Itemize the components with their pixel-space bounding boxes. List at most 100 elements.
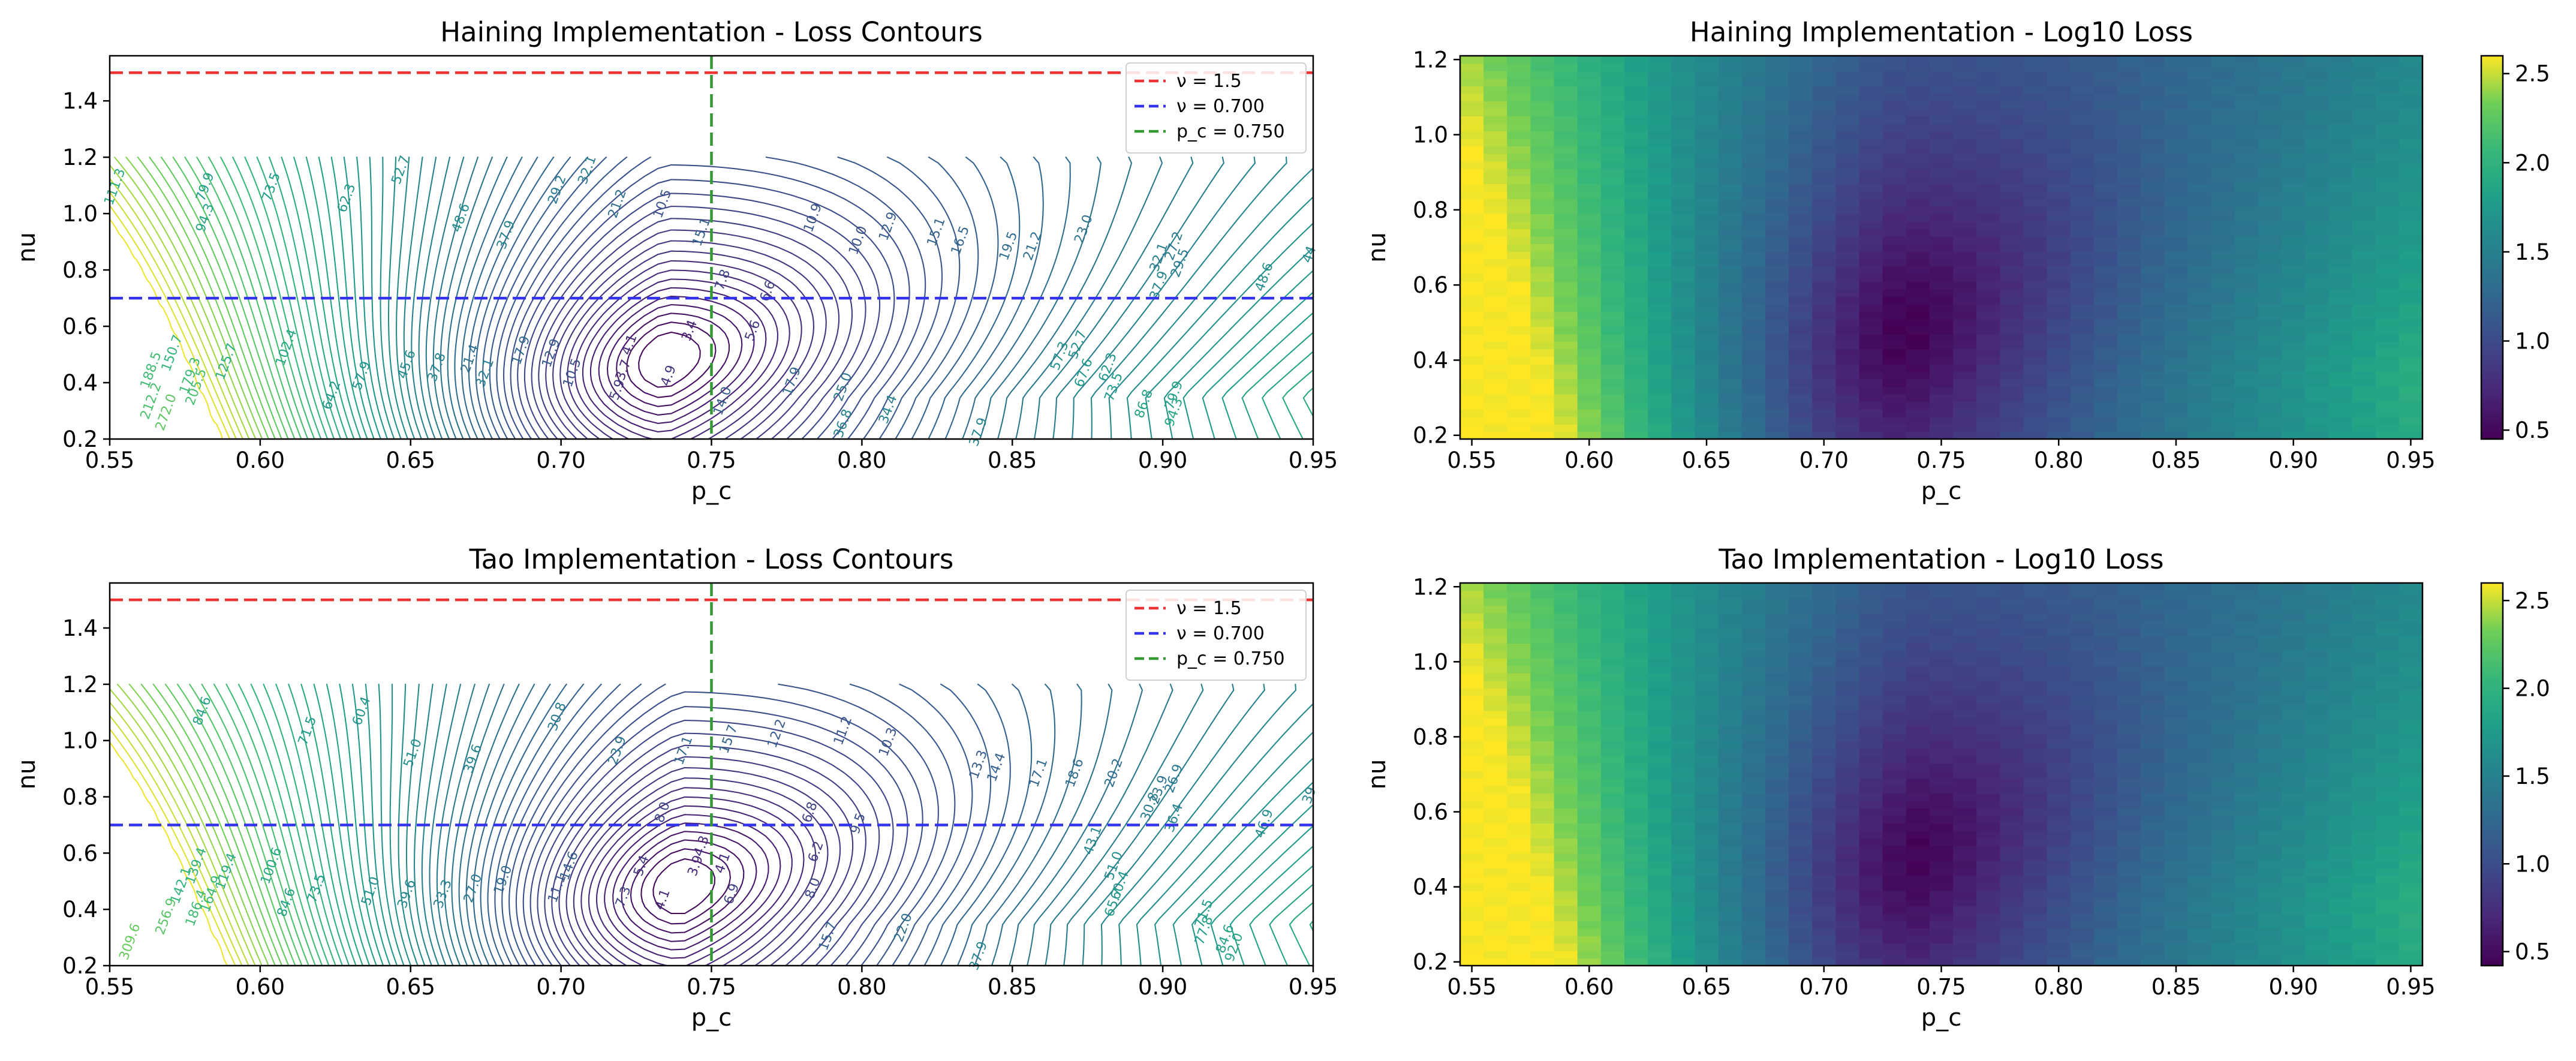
- heatmap-cell: [1976, 905, 2001, 914]
- heatmap-cell: [2399, 386, 2423, 395]
- heatmap-cell: [2352, 408, 2376, 417]
- heatmap-cell: [2399, 778, 2423, 786]
- heatmap-cell: [1718, 408, 1743, 417]
- heatmap-cell: [2164, 793, 2189, 801]
- heatmap-cell: [2141, 928, 2165, 936]
- heatmap-cell: [2094, 583, 2118, 591]
- heatmap-cell: [2070, 643, 2094, 651]
- heatmap-cell: [2375, 333, 2400, 342]
- heatmap-cell: [1483, 199, 1507, 207]
- heatmap-cell: [1976, 658, 2001, 666]
- heatmap-cell: [2352, 303, 2376, 312]
- heatmap-cell: [1765, 590, 1789, 599]
- heatmap-cell: [1554, 688, 1578, 696]
- heatmap-cell: [2164, 288, 2189, 297]
- heatmap-cell: [1835, 431, 1860, 440]
- contour-line: [378, 683, 1313, 966]
- heatmap-cell: [1859, 658, 1883, 666]
- heatmap-cell: [2234, 281, 2259, 290]
- heatmap-cell: [1765, 296, 1789, 305]
- contour-line: [275, 683, 350, 966]
- heatmap-cell: [1953, 93, 1977, 101]
- heatmap-cell: [2164, 943, 2189, 951]
- contour-line: [110, 178, 243, 439]
- heatmap-cell: [1671, 725, 1696, 734]
- heatmap-cell: [2305, 259, 2330, 267]
- heatmap-cell: [1507, 643, 1531, 651]
- heatmap-cell: [2094, 71, 2118, 79]
- heatmap-cell: [1460, 221, 1484, 229]
- heatmap-cell: [1648, 695, 1672, 704]
- heatmap-cell: [2375, 823, 2400, 831]
- heatmap-cell: [1976, 168, 2001, 177]
- heatmap-cell: [2094, 718, 2118, 726]
- heatmap-cell: [2375, 303, 2400, 312]
- heatmap-cell: [2141, 214, 2165, 222]
- heatmap-cell: [1648, 101, 1672, 109]
- heatmap-cell: [1554, 628, 1578, 636]
- heatmap-cell: [1624, 695, 1648, 704]
- heatmap-cell: [1812, 815, 1837, 824]
- heatmap-cell: [1882, 266, 1907, 275]
- heatmap-cell: [2023, 928, 2048, 936]
- heatmap-cell: [2352, 875, 2376, 884]
- heatmap-cell: [1789, 423, 1813, 432]
- heatmap-cell: [1953, 755, 1977, 764]
- heatmap-cell: [1671, 680, 1696, 689]
- heatmap-cell: [1507, 108, 1531, 116]
- heatmap-cell: [2023, 431, 2048, 440]
- heatmap-cell: [1483, 259, 1507, 267]
- contour-value-label: 4.9: [658, 363, 679, 388]
- heatmap-cell: [1460, 853, 1484, 861]
- heatmap-cell: [1648, 116, 1672, 124]
- heatmap-cell: [1483, 793, 1507, 801]
- heatmap-cell: [2117, 101, 2141, 109]
- heatmap-cell: [1859, 583, 1883, 591]
- heatmap-cell: [1695, 598, 1719, 606]
- heatmap-cell: [2211, 793, 2235, 801]
- heatmap-cell: [1859, 860, 1883, 869]
- heatmap-cell: [1882, 710, 1907, 719]
- heatmap-cell: [1812, 643, 1837, 651]
- heatmap-cell: [1882, 318, 1907, 327]
- heatmap-cell: [1600, 763, 1625, 771]
- heatmap-cell: [2211, 680, 2235, 689]
- heatmap-cell: [1882, 63, 1907, 71]
- heatmap-cell: [1718, 318, 1743, 327]
- heatmap-cell: [2187, 116, 2212, 124]
- heatmap-cell: [1483, 303, 1507, 312]
- heatmap-cell: [2000, 620, 2024, 629]
- heatmap-cell: [1929, 710, 1954, 719]
- heatmap-cell: [2305, 598, 2330, 606]
- heatmap-cell: [2000, 898, 2024, 906]
- heatmap-cell: [1695, 590, 1719, 599]
- heatmap-cell: [1929, 943, 1954, 951]
- heatmap-cell: [1882, 214, 1907, 222]
- heatmap-cell: [1530, 101, 1555, 109]
- heatmap-cell: [1483, 740, 1507, 749]
- heatmap-cell: [1507, 733, 1531, 741]
- heatmap-cell: [2070, 146, 2094, 154]
- heatmap-cell: [2211, 650, 2235, 659]
- heatmap-cell: [1507, 830, 1531, 839]
- heatmap-cell: [2234, 590, 2259, 599]
- heatmap-cell: [2234, 650, 2259, 659]
- heatmap-cell: [2164, 920, 2189, 929]
- heatmap-cell: [2352, 898, 2376, 906]
- heatmap-cell: [1530, 718, 1555, 726]
- heatmap-cell: [2164, 898, 2189, 906]
- heatmap-cell: [2023, 936, 2048, 944]
- heatmap-cell: [1695, 199, 1719, 207]
- heatmap-cell: [2258, 898, 2282, 906]
- heatmap-cell: [2047, 628, 2071, 636]
- heatmap-cell: [2070, 951, 2094, 959]
- heatmap-cell: [1789, 688, 1813, 696]
- heatmap-cell: [1976, 823, 2001, 831]
- heatmap-cell: [1789, 168, 1813, 177]
- heatmap-cell: [1835, 703, 1860, 711]
- heatmap-cell: [2164, 951, 2189, 959]
- heatmap-cell: [1695, 778, 1719, 786]
- heatmap-cell: [2023, 108, 2048, 116]
- heatmap-cell: [1600, 943, 1625, 951]
- heatmap-cell: [2352, 868, 2376, 876]
